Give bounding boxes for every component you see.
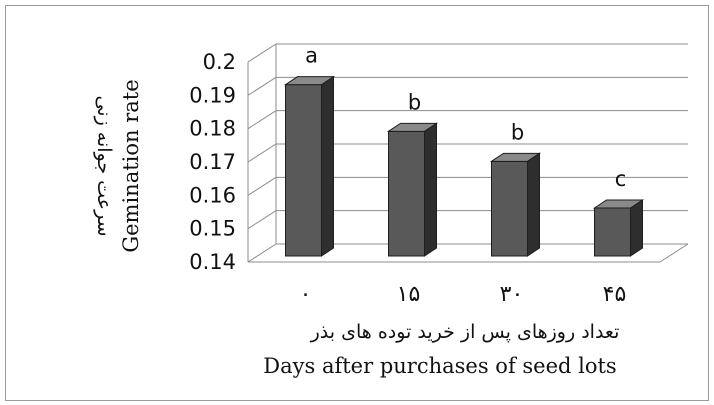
bars <box>283 75 645 257</box>
significance-letter: a <box>305 44 318 68</box>
y-axis-label: Gemination rate <box>119 79 143 252</box>
y-axis-label-persian: سرعت جوانه زنی <box>93 95 115 236</box>
gridline-diag <box>247 243 277 263</box>
x-tick-label: ۱۵ <box>397 282 421 307</box>
bar <box>491 160 528 257</box>
gridline-diag <box>247 43 277 63</box>
bar-side <box>527 152 540 257</box>
bar-side <box>630 199 643 257</box>
x-axis-label: Days after purchases of seed lots <box>263 354 616 378</box>
gridline-diag <box>247 210 277 230</box>
y-tick-label: 0.19 <box>189 83 236 107</box>
x-tick-label: ۴۵ <box>603 282 627 307</box>
bar-top <box>283 76 336 86</box>
x-tick-labels: ۰ ۱۵ ۳۰ ۴۵ <box>300 282 627 307</box>
x-tick-label: ۳۰ <box>500 282 524 307</box>
x-axis-label-persian: تعداد روزهای پس از خرید توده های بذر <box>310 321 620 343</box>
y-tick-labels: 0.14 0.15 0.16 0.17 0.18 0.19 0.2 <box>189 50 236 274</box>
y-tick-label: 0.17 <box>189 150 236 174</box>
chart-frame <box>5 5 709 401</box>
bar-top <box>489 152 542 162</box>
y-tick-label: 0.14 <box>189 250 236 274</box>
x-tick-label: ۰ <box>300 282 312 307</box>
gridline-diag <box>247 143 277 163</box>
bar <box>388 130 425 257</box>
significance-letter: c <box>615 167 627 191</box>
y-tick-label: 0.2 <box>203 50 236 74</box>
bar <box>285 84 322 257</box>
y-tick-label: 0.16 <box>189 183 236 207</box>
y-tick-label: 0.15 <box>189 217 236 241</box>
gridline-diag <box>247 110 277 130</box>
gridline-diag <box>247 76 277 96</box>
bar <box>594 207 631 257</box>
significance-letter: b <box>408 90 421 114</box>
significance-letters: a b b c <box>305 44 626 191</box>
bar-top <box>592 199 645 209</box>
significance-letter: b <box>511 120 524 144</box>
bar-top <box>386 122 439 132</box>
gridline-diag <box>247 176 277 196</box>
bar-side <box>424 122 437 257</box>
floor-right-edge <box>659 243 689 263</box>
y-tick-label: 0.18 <box>189 117 236 141</box>
bar-side <box>321 75 334 257</box>
